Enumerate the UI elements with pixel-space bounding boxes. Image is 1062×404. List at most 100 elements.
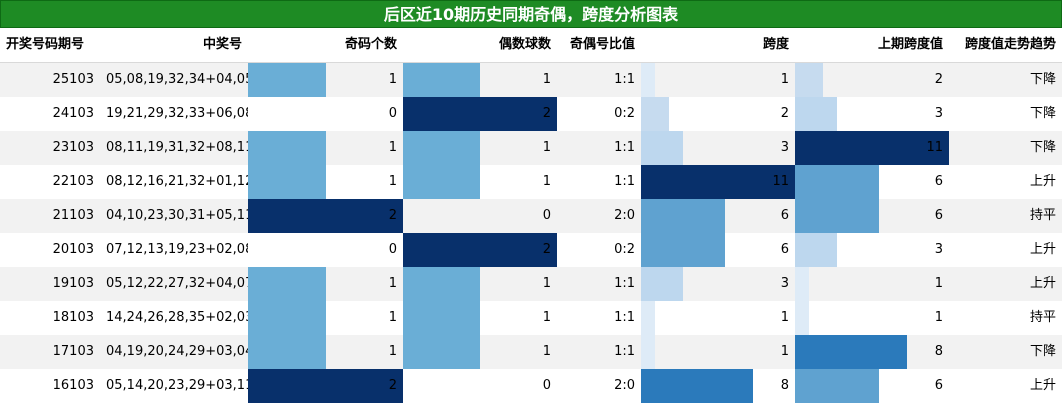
even-count-bar — [403, 97, 557, 131]
prev-span-bar — [795, 199, 879, 233]
prev-span-bar — [795, 63, 823, 97]
even-count-bar — [403, 301, 480, 335]
trend-cell: 上升 — [949, 233, 1062, 267]
odd-count-cell-value: 1 — [388, 140, 397, 155]
trend-cell-value: 下降 — [1029, 344, 1056, 359]
span-cell-value: 1 — [780, 310, 789, 325]
even-count-cell: 0 — [403, 369, 557, 403]
odd-count-cell-value: 2 — [388, 208, 397, 223]
prev-span-bar — [795, 267, 809, 301]
odd-count-cell-value: 1 — [388, 72, 397, 87]
ratio-cell-value: 2:0 — [614, 378, 635, 393]
page-title: 后区近10期历史同期奇偶，跨度分析图表 — [0, 0, 1062, 28]
span-cell-value: 8 — [780, 378, 789, 393]
span-cell: 3 — [641, 267, 795, 301]
numbers-cell: 08,11,19,31,32+08,11 — [100, 131, 248, 165]
prev-span-cell: 1 — [795, 267, 949, 301]
trend-cell-value: 上升 — [1029, 276, 1056, 291]
prev-span-cell-value: 6 — [934, 208, 943, 223]
header-span: 跨度 — [762, 37, 789, 52]
span-cell: 1 — [641, 335, 795, 369]
ratio-cell-value: 1:1 — [614, 72, 635, 87]
trend-cell: 上升 — [949, 369, 1062, 403]
span-cell: 1 — [641, 63, 795, 97]
even-count-cell-value: 0 — [542, 378, 551, 393]
ratio-cell: 2:0 — [557, 199, 641, 233]
span-cell: 6 — [641, 233, 795, 267]
trend-cell: 下降 — [949, 335, 1062, 369]
odd-count-bar — [248, 165, 326, 199]
numbers-cell-value: 05,12,22,27,32+04,07 — [106, 276, 248, 291]
odd-count-cell-value: 1 — [388, 174, 397, 189]
trend-cell-value: 下降 — [1029, 140, 1056, 155]
even-count-bar — [403, 63, 480, 97]
numbers-cell-value: 08,11,19,31,32+08,11 — [106, 140, 248, 155]
trend-cell-value: 上升 — [1029, 378, 1056, 393]
odd-count-bar — [248, 335, 326, 369]
span-bar — [641, 131, 683, 165]
numbers-cell: 04,19,20,24,29+03,04 — [100, 335, 248, 369]
issue-cell-value: 19103 — [52, 276, 94, 291]
even-count-cell-value: 1 — [542, 344, 551, 359]
span-bar — [641, 63, 655, 97]
issue-cell: 22103 — [0, 165, 100, 199]
numbers-cell-value: 19,21,29,32,33+06,08 — [106, 106, 248, 121]
span-bar — [641, 369, 753, 403]
odd-count-bar — [248, 369, 403, 403]
ratio-cell: 1:1 — [557, 267, 641, 301]
ratio-cell-value: 1:1 — [614, 174, 635, 189]
even-count-cell-value: 1 — [542, 276, 551, 291]
trend-cell: 上升 — [949, 267, 1062, 301]
odd-count-cell: 1 — [248, 63, 403, 97]
numbers-cell: 19,21,29,32,33+06,08 — [100, 97, 248, 131]
span-cell-value: 1 — [780, 344, 789, 359]
numbers-cell: 07,12,13,19,23+02,08 — [100, 233, 248, 267]
header-trend: 跨度值走势趋势 — [964, 37, 1056, 52]
even-count-bar — [403, 165, 480, 199]
even-count-cell: 1 — [403, 165, 557, 199]
numbers-cell: 04,10,23,30,31+05,11 — [100, 199, 248, 233]
even-count-bar — [403, 335, 480, 369]
table-row: 23103 08,11,19,31,32+08,11 1 1 1:1 3 11 下降 — [0, 131, 1062, 165]
ratio-cell: 0:2 — [557, 97, 641, 131]
header-issue: 开奖号码期号 — [6, 37, 85, 52]
span-cell: 6 — [641, 199, 795, 233]
span-cell-value: 6 — [780, 242, 789, 257]
issue-cell: 16103 — [0, 369, 100, 403]
issue-cell-value: 25103 — [52, 72, 94, 87]
prev-span-cell-value: 6 — [934, 174, 943, 189]
prev-span-cell: 3 — [795, 233, 949, 267]
even-count-cell: 1 — [403, 335, 557, 369]
numbers-cell: 05,12,22,27,32+04,07 — [100, 267, 248, 301]
span-cell-value: 3 — [780, 276, 789, 291]
table-row: 21103 04,10,23,30,31+05,11 2 0 2:0 6 6 持平 — [0, 199, 1062, 233]
trend-cell: 持平 — [949, 199, 1062, 233]
span-bar — [641, 199, 725, 233]
ratio-cell-value: 1:1 — [614, 140, 635, 155]
odd-count-cell: 1 — [248, 301, 403, 335]
table-row: 22103 08,12,16,21,32+01,12 1 1 1:1 11 6 上升 — [0, 165, 1062, 199]
even-count-cell-value: 1 — [542, 72, 551, 87]
odd-count-bar — [248, 131, 326, 165]
prev-span-bar — [795, 301, 809, 335]
numbers-cell-value: 04,19,20,24,29+03,04 — [106, 344, 248, 359]
issue-cell: 18103 — [0, 301, 100, 335]
span-cell-value: 11 — [772, 174, 789, 189]
issue-cell-value: 18103 — [52, 310, 94, 325]
span-bar — [641, 165, 795, 199]
odd-count-cell: 2 — [248, 369, 403, 403]
trend-cell: 下降 — [949, 97, 1062, 131]
table-row: 20103 07,12,13,19,23+02,08 0 2 0:2 6 3 上升 — [0, 233, 1062, 267]
span-bar — [641, 233, 725, 267]
even-count-cell: 1 — [403, 301, 557, 335]
span-bar — [641, 267, 683, 301]
numbers-cell: 05,08,19,32,34+04,05 — [100, 63, 248, 97]
prev-span-cell: 1 — [795, 301, 949, 335]
odd-count-cell-value: 2 — [388, 378, 397, 393]
odd-count-cell-value: 0 — [388, 242, 397, 257]
odd-count-cell: 1 — [248, 165, 403, 199]
prev-span-cell: 2 — [795, 63, 949, 97]
ratio-cell-value: 0:2 — [614, 242, 635, 257]
prev-span-cell: 3 — [795, 97, 949, 131]
span-cell-value: 6 — [780, 208, 789, 223]
